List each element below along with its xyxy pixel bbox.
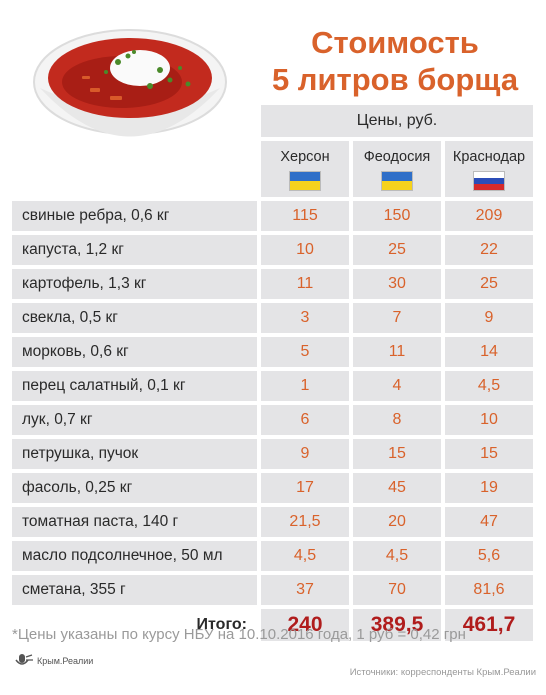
item-label: капуста, 1,2 кг bbox=[12, 235, 257, 265]
item-label: перец салатный, 0,1 кг bbox=[12, 371, 257, 401]
price-table: Цены, руб. Херсон Феодосия Краснодар сви… bbox=[12, 105, 540, 645]
price-value: 21,5 bbox=[261, 507, 349, 537]
title-line-1: Стоимость bbox=[311, 25, 479, 60]
logo: Крым.Реалии bbox=[12, 653, 93, 669]
table-row: фасоль, 0,25 кг 17 45 19 bbox=[12, 473, 540, 503]
table-row: капуста, 1,2 кг 10 25 22 bbox=[12, 235, 540, 265]
price-value: 17 bbox=[261, 473, 349, 503]
city-header: Феодосия bbox=[353, 141, 441, 197]
ukraine-flag-icon bbox=[289, 171, 321, 191]
borscht-bowl-image bbox=[33, 29, 227, 137]
price-value: 25 bbox=[445, 269, 533, 299]
table-row: морковь, 0,6 кг 5 11 14 bbox=[12, 337, 540, 367]
price-value: 5,6 bbox=[445, 541, 533, 571]
item-label: масло подсолнечное, 50 мл bbox=[12, 541, 257, 571]
table-body: свиные ребра, 0,6 кг 115 150 209 капуста, 1,… bbox=[12, 201, 540, 605]
price-value: 4,5 bbox=[353, 541, 441, 571]
footnote: *Цены указаны по курсу НБУ на 10.10.2016… bbox=[12, 626, 466, 643]
city-name: Феодосия bbox=[363, 149, 431, 165]
table-row: картофель, 1,3 кг 11 30 25 bbox=[12, 269, 540, 299]
price-value: 10 bbox=[261, 235, 349, 265]
price-value: 37 bbox=[261, 575, 349, 605]
price-value: 20 bbox=[353, 507, 441, 537]
price-value: 1 bbox=[261, 371, 349, 401]
price-value: 15 bbox=[353, 439, 441, 469]
price-value: 19 bbox=[445, 473, 533, 503]
ukraine-flag-icon bbox=[381, 171, 413, 191]
price-value: 3 bbox=[261, 303, 349, 333]
price-value: 45 bbox=[353, 473, 441, 503]
price-value: 8 bbox=[353, 405, 441, 435]
price-value: 25 bbox=[353, 235, 441, 265]
item-label: картофель, 1,3 кг bbox=[12, 269, 257, 299]
russia-flag-icon bbox=[473, 171, 505, 191]
table-row: перец салатный, 0,1 кг 1 4 4,5 bbox=[12, 371, 540, 401]
table-row: лук, 0,7 кг 6 8 10 bbox=[12, 405, 540, 435]
table-row: томатная паста, 140 г 21,5 20 47 bbox=[12, 507, 540, 537]
prices-header: Цены, руб. bbox=[261, 105, 533, 137]
price-value: 4,5 bbox=[261, 541, 349, 571]
price-value: 7 bbox=[353, 303, 441, 333]
price-value: 15 bbox=[445, 439, 533, 469]
total-value: 389,5 bbox=[353, 609, 441, 641]
price-value: 81,6 bbox=[445, 575, 533, 605]
table-row: сметана, 355 г 37 70 81,6 bbox=[12, 575, 540, 605]
logo-text: Крым.Реалии bbox=[37, 656, 94, 666]
price-value: 4 bbox=[353, 371, 441, 401]
item-label: морковь, 0,6 кг bbox=[12, 337, 257, 367]
table-row: масло подсолнечное, 50 мл 4,5 4,5 5,6 bbox=[12, 541, 540, 571]
total-value: 240 bbox=[261, 609, 349, 641]
price-value: 70 bbox=[353, 575, 441, 605]
source-note: Источники: корреспонденты Крым.Реалии bbox=[349, 667, 536, 678]
price-value: 10 bbox=[445, 405, 533, 435]
price-value: 209 bbox=[445, 201, 533, 231]
title-line-2: 5 литров борща bbox=[271, 62, 519, 97]
price-value: 5 bbox=[261, 337, 349, 367]
total-value: 461,7 bbox=[445, 609, 533, 641]
prices-header-row: Цены, руб. bbox=[12, 105, 540, 137]
price-value: 9 bbox=[261, 439, 349, 469]
price-value: 47 bbox=[445, 507, 533, 537]
price-value: 6 bbox=[261, 405, 349, 435]
price-value: 9 bbox=[445, 303, 533, 333]
item-label: томатная паста, 140 г bbox=[12, 507, 257, 537]
item-label: петрушка, пучок bbox=[12, 439, 257, 469]
city-header: Херсон bbox=[261, 141, 349, 197]
table-row: свиные ребра, 0,6 кг 115 150 209 bbox=[12, 201, 540, 231]
city-header: Краснодар bbox=[445, 141, 533, 197]
cities-header-row: Херсон Феодосия Краснодар bbox=[12, 141, 540, 197]
item-label: сметана, 355 г bbox=[12, 575, 257, 605]
price-value: 115 bbox=[261, 201, 349, 231]
total-label: Итого: bbox=[196, 616, 247, 633]
table-row: петрушка, пучок 9 15 15 bbox=[12, 439, 540, 469]
page-title: Стоимость 5 литров борща bbox=[250, 24, 540, 98]
price-value: 14 bbox=[445, 337, 533, 367]
price-value: 11 bbox=[261, 269, 349, 299]
price-value: 22 bbox=[445, 235, 533, 265]
total-row: Итого: 240 389,5 461,7 bbox=[12, 609, 540, 641]
item-label: свекла, 0,5 кг bbox=[12, 303, 257, 333]
city-name: Херсон bbox=[280, 149, 330, 165]
price-value: 30 bbox=[353, 269, 441, 299]
item-label: лук, 0,7 кг bbox=[12, 405, 257, 435]
price-value: 11 bbox=[353, 337, 441, 367]
item-label: свиные ребра, 0,6 кг bbox=[12, 201, 257, 231]
table-row: свекла, 0,5 кг 3 7 9 bbox=[12, 303, 540, 333]
microphone-logo-icon bbox=[15, 654, 33, 665]
item-label: фасоль, 0,25 кг bbox=[12, 473, 257, 503]
price-value: 150 bbox=[353, 201, 441, 231]
city-name: Краснодар bbox=[452, 149, 526, 165]
price-value: 4,5 bbox=[445, 371, 533, 401]
